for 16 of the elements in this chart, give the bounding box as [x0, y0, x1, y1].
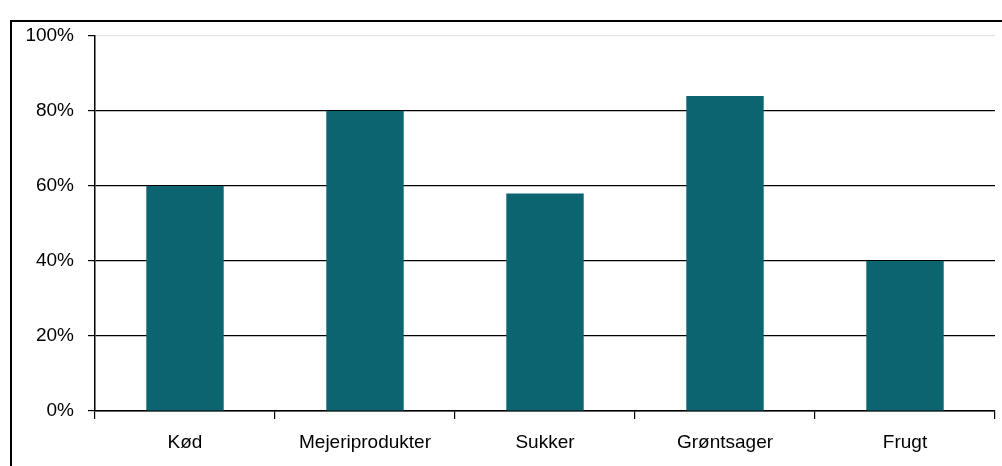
x-tick-label: Kød: [167, 430, 203, 452]
y-tick-label: 60%: [35, 174, 75, 196]
bar: [326, 111, 404, 411]
x-tick-label: Frugt: [882, 430, 928, 452]
bar: [866, 261, 944, 411]
bar: [686, 96, 764, 411]
x-tick-label: Mejeriprodukter: [299, 430, 432, 452]
y-tick-label: 100%: [25, 24, 75, 46]
bar: [506, 193, 584, 411]
x-tick-label: Sukker: [515, 430, 576, 452]
bar: [146, 186, 224, 411]
x-tick-label: Grøntsager: [676, 430, 774, 452]
y-tick-label: 20%: [35, 324, 75, 346]
y-tick-label: 0%: [46, 399, 75, 421]
y-tick-label: 80%: [35, 99, 75, 121]
y-tick-label: 40%: [35, 249, 75, 271]
